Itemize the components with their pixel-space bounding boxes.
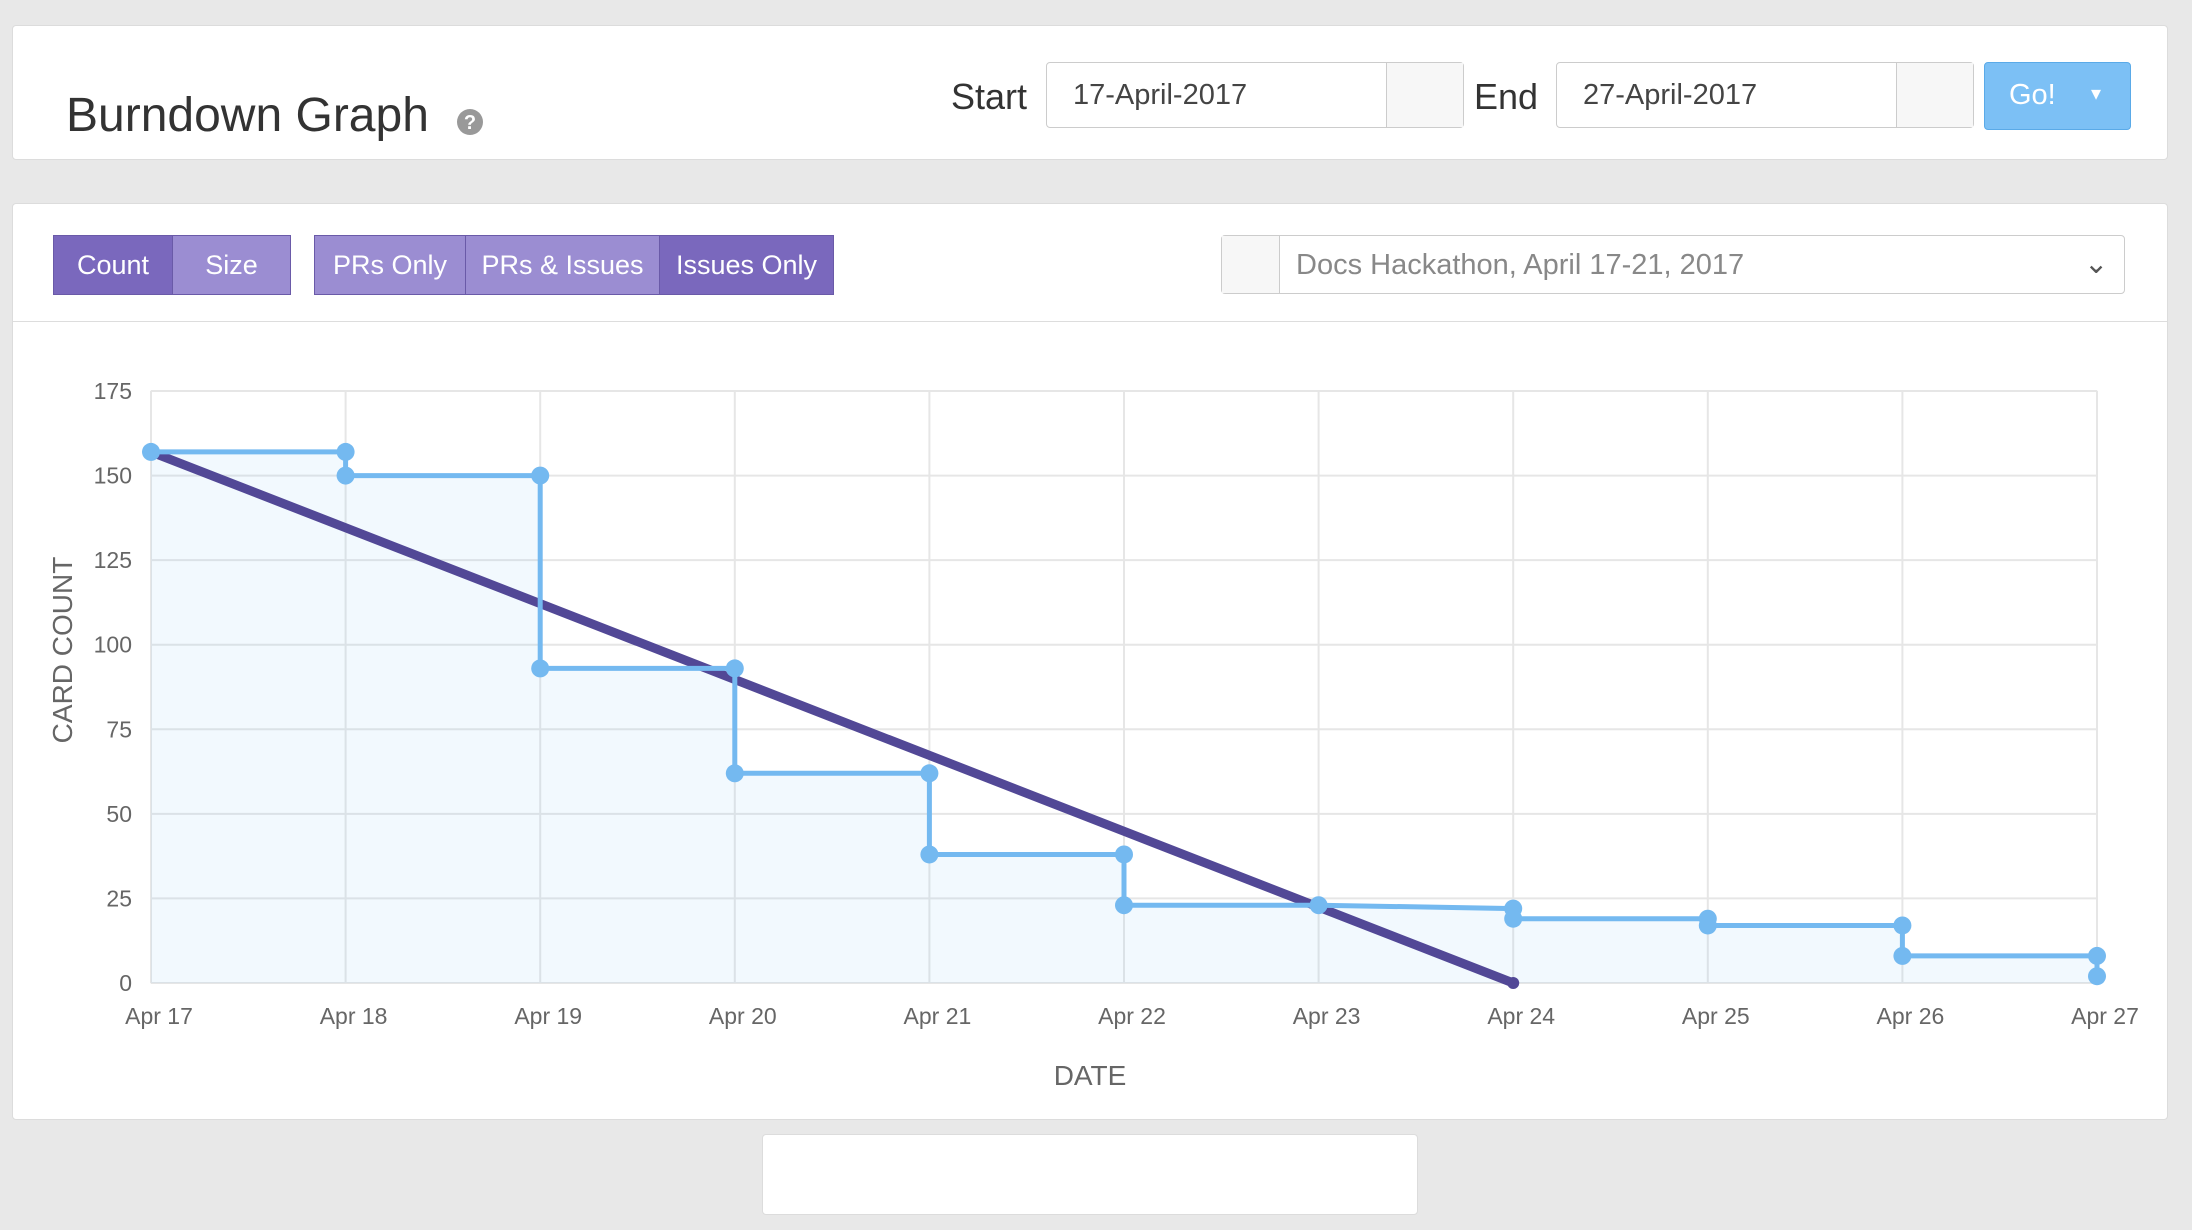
x-tick-label: Apr 26 [1877, 1003, 1945, 1029]
data-point [920, 764, 939, 783]
data-point [725, 764, 744, 783]
x-tick-label: Apr 22 [1098, 1003, 1166, 1029]
calendar-button[interactable] [1896, 63, 1973, 127]
y-tick-label: 25 [106, 885, 132, 911]
series-line [146, 447, 1518, 988]
end-value: 27-April-2017 [1583, 79, 1758, 111]
data-point [920, 845, 939, 864]
divider [13, 321, 2167, 322]
chart-card: Count Size PRs Only PRs & Issues Issues … [12, 203, 2168, 1120]
data-point [336, 442, 355, 461]
x-tick-label: Apr 20 [709, 1003, 777, 1029]
y-tick-label: 175 [94, 378, 132, 404]
start-label: Start [951, 76, 1028, 117]
x-tick-label: Apr 21 [904, 1003, 972, 1029]
milestone-value: Docs Hackathon, April 17-21, 2017 [1296, 249, 1745, 281]
data-point [531, 466, 550, 485]
end-input[interactable]: 27-April-2017 [1556, 62, 1974, 128]
milestone-select[interactable]: Docs Hackathon, April 17-21, 2017 ⌄ [1221, 235, 2125, 294]
caret[interactable]: ▾ [2091, 83, 2102, 105]
help-icon[interactable]: ? [456, 108, 484, 136]
metric-button[interactable]: Count [53, 235, 173, 295]
x-tick-label: Apr 23 [1293, 1003, 1361, 1029]
data-point [725, 659, 744, 678]
y-axis-label: CARD COUNT [47, 557, 78, 744]
data-point [1115, 896, 1133, 915]
calendar-button[interactable] [1386, 63, 1463, 127]
data-point [2088, 946, 2106, 965]
go-label: Go! [2009, 79, 2056, 111]
y-tick-label: 50 [106, 801, 132, 827]
go-button[interactable]: Go! ▾ [1984, 62, 2131, 130]
data-point [1309, 896, 1328, 915]
data-point [142, 442, 160, 461]
series-line [148, 449, 2100, 979]
area [151, 451, 2097, 983]
data-point [336, 466, 355, 485]
metric-button[interactable]: Size [172, 235, 291, 295]
data-point [1115, 845, 1133, 864]
x-tick-label: Apr 25 [1682, 1003, 1750, 1029]
start-value: 17-April-2017 [1073, 79, 1248, 111]
legend [762, 1134, 1418, 1215]
filter-button[interactable]: PRs & Issues [465, 235, 660, 295]
page-title: Burndown Graph [66, 89, 429, 142]
data-point [1698, 916, 1717, 935]
y-tick-label: 150 [94, 463, 132, 489]
start-input[interactable]: 17-April-2017 [1046, 62, 1464, 128]
data-point [2088, 967, 2106, 986]
y-tick-label: 100 [94, 632, 132, 658]
y-tick-label: 75 [106, 716, 132, 742]
filter-button[interactable]: Issues Only [659, 235, 834, 295]
data-point [1504, 909, 1523, 928]
dropdown-caret: ⌄ [2084, 248, 2109, 280]
x-axis-label: DATE [1054, 1060, 1127, 1091]
x-tick-label: Apr 27 [2071, 1003, 2139, 1029]
x-tick-label: Apr 17 [125, 1003, 193, 1029]
data-point [1893, 916, 1912, 935]
x-tick-label: Apr 24 [1487, 1003, 1555, 1029]
data-point [1507, 977, 1520, 989]
header-card: Burndown Graph ? Start 17-April-2017 End… [12, 25, 2168, 160]
x-tick-label: Apr 19 [514, 1003, 582, 1029]
data-point [531, 659, 550, 678]
data-point [1893, 946, 1912, 965]
y-tick-label: 0 [119, 970, 132, 996]
end-label: End [1474, 76, 1539, 117]
x-tick-label: Apr 18 [320, 1003, 388, 1029]
y-tick-label: 125 [94, 547, 132, 573]
svg-text:?: ? [464, 112, 476, 134]
